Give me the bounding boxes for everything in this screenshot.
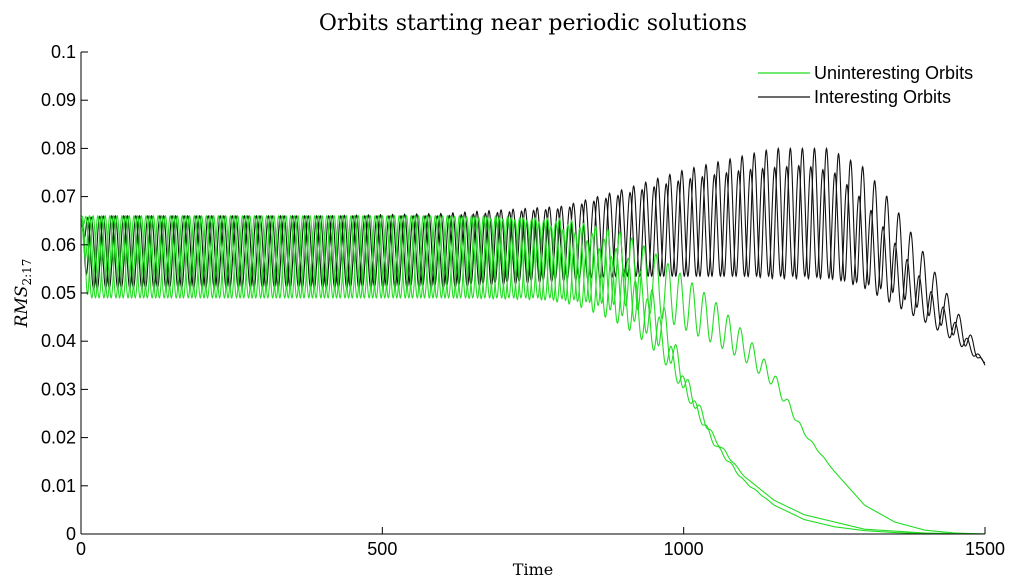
x-tick-label: 0 <box>76 539 86 559</box>
x-tick-label: 1000 <box>664 539 704 559</box>
series-interesting <box>80 146 986 366</box>
y-tick-label: 0.08 <box>41 138 76 158</box>
y-tick-label: 0.06 <box>41 235 76 255</box>
series-line <box>80 214 986 535</box>
y-tick-label: 0 <box>66 524 76 544</box>
x-tick-label: 1500 <box>965 539 1005 559</box>
series-layer <box>80 146 986 535</box>
y-tick-label: 0.07 <box>41 187 76 207</box>
legend: Uninteresting Orbits Interesting Orbits <box>758 63 973 107</box>
y-axis-label-main: RMS <box>12 286 32 329</box>
y-tick-label: 0.03 <box>41 379 76 399</box>
legend-label-uninteresting: Uninteresting Orbits <box>814 63 973 83</box>
series-line <box>80 164 986 364</box>
y-tick-label: 0.05 <box>41 283 76 303</box>
legend-label-interesting: Interesting Orbits <box>814 87 951 107</box>
series-uninteresting <box>80 214 986 535</box>
chart-title: Orbits starting near periodic solutions <box>319 11 747 36</box>
ticks: 0 500 1000 1500 0 0.01 0.02 0.03 0.04 0.05 0.06 0.0… <box>41 42 1005 559</box>
series-line <box>80 214 985 535</box>
y-tick-label: 0.01 <box>41 476 76 496</box>
y-tick-label: 0.02 <box>41 428 76 448</box>
y-tick-label: 0.1 <box>51 42 76 62</box>
y-axis-label: RMS2:17 <box>12 259 34 329</box>
y-axis-label-subscript: 2:17 <box>20 259 34 286</box>
y-tick-label: 0.09 <box>41 90 76 110</box>
series-line <box>80 146 986 366</box>
y-tick-label: 0.04 <box>41 331 76 351</box>
x-axis-label: Time <box>513 560 553 579</box>
x-tick-label: 500 <box>367 539 397 559</box>
plot-area <box>81 52 985 534</box>
series-line <box>81 214 985 535</box>
